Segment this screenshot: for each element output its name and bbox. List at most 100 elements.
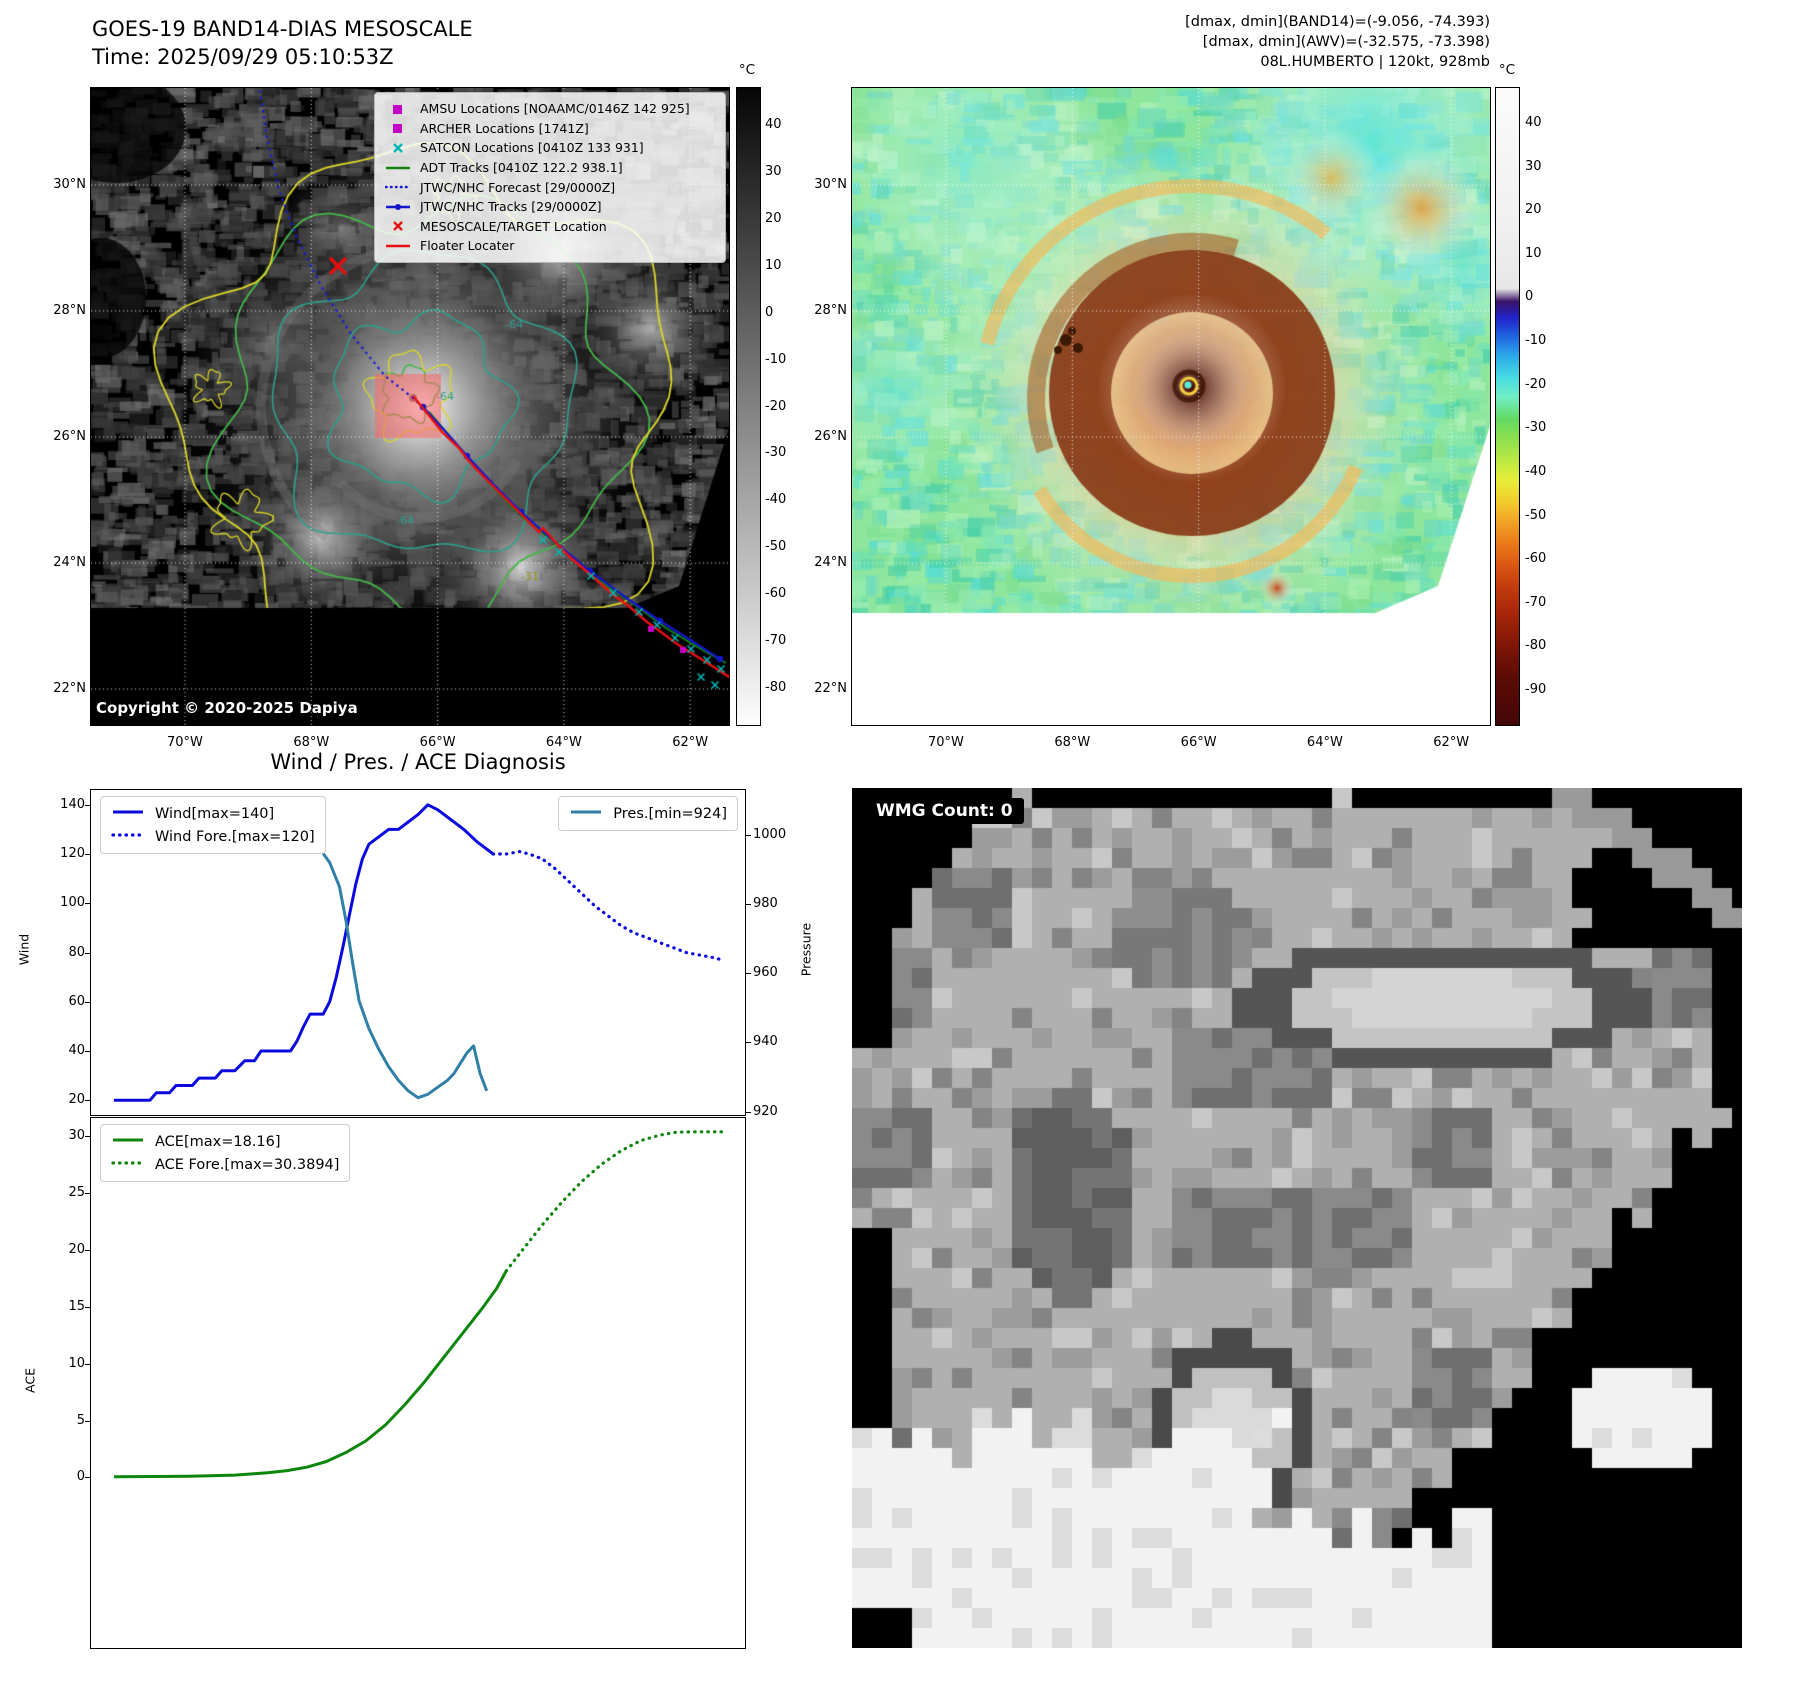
lat-tick: 24°N xyxy=(814,555,847,570)
legend-label: ACE[max=18.16] xyxy=(155,1133,281,1150)
tick-mark xyxy=(85,804,90,806)
Wind[max=140]-line xyxy=(113,803,495,1102)
ace-tick: 10 xyxy=(68,1355,85,1371)
wind-legend: Wind[max=140] Wind Fore.[max=120] xyxy=(100,796,326,854)
lon-tick: 62°W xyxy=(1433,735,1470,750)
wind-tick: 80 xyxy=(68,944,85,960)
lat-tick: 22°N xyxy=(814,681,847,696)
ace-axis-label: ACE xyxy=(22,1368,38,1393)
tick-mark xyxy=(85,1477,90,1479)
legend-item: Wind[max=140] xyxy=(111,802,315,825)
colorbar-tick: 0 xyxy=(765,304,774,320)
lon-tick: 62°W xyxy=(672,735,709,750)
colorbar-tick: 30 xyxy=(1525,158,1542,174)
colorbar-tick: 20 xyxy=(1525,202,1542,218)
awv-map xyxy=(851,87,1491,726)
ace-tick: 0 xyxy=(76,1469,85,1485)
colorbar-tick: -70 xyxy=(1525,594,1547,610)
tick-mark xyxy=(85,1193,90,1195)
storm-info-header: [dmax, dmin](BAND14)=(-9.056, -74.393) [… xyxy=(990,12,1490,72)
wmg-count-badge: WMG Count: 0 xyxy=(865,798,1024,824)
wind-pressure-chart: Wind[max=140] Wind Fore.[max=120] Pres.[m… xyxy=(90,789,746,1116)
legend-label: ADT Tracks [0410Z 122.2 938.1] xyxy=(420,160,623,176)
diagnosis-title: Wind / Pres. / ACE Diagnosis xyxy=(270,750,566,774)
colorbar-tick: -10 xyxy=(765,351,787,367)
legend-label: AMSU Locations [NOAAMC/0146Z 142 925] xyxy=(420,101,690,117)
tick-mark xyxy=(85,1001,90,1003)
band14-dmax-dmin-text: [dmax, dmin](BAND14)=(-9.056, -74.393) xyxy=(1185,14,1490,30)
band14-legend: AMSU Locations [NOAAMC/0146Z 142 925] ARC… xyxy=(374,92,726,263)
colorbar-tick: 40 xyxy=(765,117,782,133)
tick-mark xyxy=(85,854,90,855)
ace-tick: 25 xyxy=(68,1185,85,1201)
line-marker-icon xyxy=(111,1133,145,1151)
tick-mark xyxy=(746,1042,751,1044)
awv-dmax-dmin-text: [dmax, dmin](AWV)=(-32.575, -73.398) xyxy=(1202,34,1490,50)
colorbar-tick: -20 xyxy=(765,398,787,414)
tick-mark xyxy=(746,973,751,975)
storm-id-intensity-text: 08L.HUMBERTO | 120kt, 928mb xyxy=(1260,54,1490,70)
line-marker-icon xyxy=(383,162,413,174)
colorbar-tick: -80 xyxy=(765,679,787,695)
square-marker-icon xyxy=(383,122,413,134)
legend-label: JTWC/NHC Tracks [29/0000Z] xyxy=(420,199,602,215)
wind-tick: 100 xyxy=(60,895,85,911)
colorbar-tick: 30 xyxy=(765,164,782,180)
colorbar-tick: 10 xyxy=(1525,245,1542,261)
copyright-text: Copyright © 2020-2025 Dapiya xyxy=(96,699,358,717)
awv-satellite-image xyxy=(852,88,1490,725)
Wind Fore.[max=120]-line xyxy=(491,849,724,962)
awv-colorbar-unit: °C xyxy=(1498,62,1516,78)
colorbar-tick: -90 xyxy=(1525,682,1547,698)
ace-chart: ACE[max=18.16] ACE Fore.[max=30.3894] xyxy=(90,1117,746,1649)
colorbar-tick: -40 xyxy=(1525,463,1547,479)
legend-item: AMSU Locations [NOAAMC/0146Z 142 925] xyxy=(383,99,717,119)
legend-item: JTWC/NHC Forecast [29/0000Z] xyxy=(383,177,717,197)
legend-item: JTWC/NHC Tracks [29/0000Z] xyxy=(383,197,717,217)
line-marker-icon xyxy=(111,805,145,823)
dotted-marker-icon xyxy=(383,181,413,193)
lat-tick: 26°N xyxy=(53,429,86,444)
colorbar-tick: -60 xyxy=(1525,551,1547,567)
wind-tick: 20 xyxy=(68,1092,85,1108)
pressure-tick: 1000 xyxy=(753,826,787,842)
lon-tick: 70°W xyxy=(167,735,203,750)
lon-tick: 66°W xyxy=(1180,735,1217,750)
lat-tick: 26°N xyxy=(814,429,847,444)
wmg-panel: WMG Count: 0 xyxy=(852,788,1742,1648)
line-marker-icon xyxy=(569,805,603,823)
dotted-line-marker-icon xyxy=(111,1156,145,1174)
legend-item: Floater Locater xyxy=(383,236,717,256)
ace-tick: 30 xyxy=(68,1128,85,1144)
wind-axis-label: Wind xyxy=(16,933,32,966)
tick-mark xyxy=(85,903,90,905)
tick-mark xyxy=(85,1249,90,1251)
legend-label: Floater Locater xyxy=(420,238,515,254)
colorbar-tick: 10 xyxy=(765,257,782,273)
lat-tick: 28°N xyxy=(814,303,847,318)
pressure-tick: 920 xyxy=(753,1103,778,1119)
legend-label: MESOSCALE/TARGET Location xyxy=(420,218,607,234)
legend-item: SATCON Locations [0410Z 133 931] xyxy=(383,138,717,158)
ace-legend: ACE[max=18.16] ACE Fore.[max=30.3894] xyxy=(100,1124,351,1182)
ACE[max=18.16]-line xyxy=(113,1270,508,1479)
colorbar-tick: -50 xyxy=(765,539,787,554)
band14-map: AMSU Locations [NOAAMC/0146Z 142 925] ARC… xyxy=(90,87,730,726)
legend-label: ACE Fore.[max=30.3894] xyxy=(155,1156,340,1173)
awv-colorbar xyxy=(1495,87,1520,726)
band14-subtitle: Time: 2025/09/29 05:10:53Z xyxy=(92,45,394,69)
lat-tick: 28°N xyxy=(53,303,86,318)
legend-item: ACE[max=18.16] xyxy=(111,1130,339,1153)
tick-mark xyxy=(85,1420,90,1422)
tick-mark xyxy=(746,904,751,906)
colorbar-tick: -20 xyxy=(1525,376,1547,392)
colorbar-tick: -30 xyxy=(765,445,787,461)
colorbar-tick: -60 xyxy=(765,585,787,601)
tick-mark xyxy=(85,1050,90,1052)
colorbar-tick: 20 xyxy=(765,211,782,227)
tick-mark xyxy=(85,1363,90,1365)
wmg-image xyxy=(852,788,1742,1648)
pressure-tick: 940 xyxy=(753,1034,778,1050)
lon-tick: 66°W xyxy=(419,735,456,750)
